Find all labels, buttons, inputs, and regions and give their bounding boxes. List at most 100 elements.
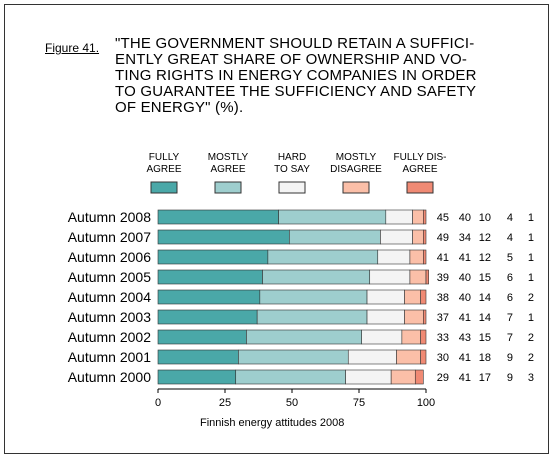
bar-segment xyxy=(404,289,421,305)
bar-segment xyxy=(423,229,427,245)
data-label: 40 xyxy=(459,272,471,284)
data-label: 43 xyxy=(459,332,471,344)
data-label: 9 xyxy=(507,352,513,364)
bar-segment xyxy=(377,249,411,265)
bar-segment xyxy=(412,209,424,225)
bar-segment xyxy=(157,209,279,225)
legend-label: MOSTLY xyxy=(336,152,377,163)
data-label: 2 xyxy=(528,332,534,344)
bar-segment xyxy=(157,309,258,325)
data-label: 41 xyxy=(459,372,471,384)
bar-segment xyxy=(409,249,424,265)
title-line: "THE GOVERNMENT SHOULD RETAIN A SUFFICI- xyxy=(115,35,475,52)
legend-swatch xyxy=(342,181,370,194)
legend-label: MOSTLY xyxy=(208,152,249,163)
legend-label: FULLY xyxy=(149,152,180,163)
category-label: Autumn 2002 xyxy=(68,329,151,345)
legend-label: AGREE xyxy=(210,164,245,175)
bar-segment xyxy=(157,229,290,245)
legend-label: AGREE xyxy=(146,164,181,175)
legend-swatch xyxy=(406,181,434,194)
chart-title: "THE GOVERNMENT SHOULD RETAIN A SUFFICI-… xyxy=(115,36,535,116)
title-line: TO GUARANTEE THE SUFFICIENCY AND SAFETY xyxy=(115,83,477,100)
bar-segment xyxy=(157,349,239,365)
data-label: 12 xyxy=(479,232,491,244)
x-tick-label: 75 xyxy=(353,397,365,409)
bar-segment xyxy=(390,369,416,385)
bar-segment xyxy=(423,209,427,225)
title-line: ENTLY GREAT SHARE OF OWNERSHIP AND VO- xyxy=(115,51,468,68)
bar-segment xyxy=(157,369,237,385)
legend-swatch xyxy=(150,181,178,194)
figure-label: Figure 41. xyxy=(45,41,100,55)
bar-segment xyxy=(409,269,427,285)
legend-swatch xyxy=(214,181,242,194)
data-label: 1 xyxy=(528,272,534,284)
data-label: 45 xyxy=(437,212,449,224)
bar-segment xyxy=(380,229,413,245)
data-label: 4 xyxy=(507,232,513,244)
data-label: 3 xyxy=(528,372,534,384)
bar-segment xyxy=(157,249,269,265)
category-label: Autumn 2007 xyxy=(68,229,151,245)
data-label: 7 xyxy=(507,312,513,324)
data-label: 6 xyxy=(507,292,513,304)
bar-segment xyxy=(235,369,346,385)
data-label: 49 xyxy=(437,232,449,244)
data-label: 40 xyxy=(459,212,471,224)
bar-segment xyxy=(423,309,427,325)
bar-segment xyxy=(425,269,429,285)
category-label: Autumn 2008 xyxy=(68,209,151,225)
bar-segment xyxy=(157,329,247,345)
legend-label: DISAGREE xyxy=(330,164,382,175)
figure-frame xyxy=(4,4,549,454)
category-label: Autumn 2005 xyxy=(68,269,151,285)
legend-label: AGREE xyxy=(402,164,437,175)
bar-segment xyxy=(347,349,397,365)
data-label: 29 xyxy=(437,372,449,384)
title-line: TING RIGHTS IN ENERGY COMPANIES IN ORDER xyxy=(115,67,477,84)
x-tick-label: 0 xyxy=(155,397,161,409)
bar-segment xyxy=(420,289,427,305)
data-label: 10 xyxy=(479,212,491,224)
bar-segment xyxy=(366,289,405,305)
legend-label: TO SAY xyxy=(274,164,310,175)
data-label: 1 xyxy=(528,312,534,324)
x-tick-label: 100 xyxy=(417,397,435,409)
bar-segment xyxy=(423,249,427,265)
category-label: Autumn 2006 xyxy=(68,249,151,265)
data-label: 12 xyxy=(479,252,491,264)
bar-segment xyxy=(412,229,424,245)
data-label: 41 xyxy=(459,312,471,324)
bar-segment xyxy=(420,329,427,345)
bar-segment xyxy=(259,289,368,305)
bar-segment xyxy=(289,229,381,245)
data-label: 41 xyxy=(437,252,449,264)
bar-segment xyxy=(385,209,413,225)
bar-segment xyxy=(267,249,379,265)
data-label: 40 xyxy=(459,292,471,304)
data-label: 1 xyxy=(528,252,534,264)
data-label: 1 xyxy=(528,212,534,224)
data-label: 34 xyxy=(459,232,471,244)
bar-segment xyxy=(345,369,392,385)
bar-segment xyxy=(157,269,263,285)
data-label: 14 xyxy=(479,312,491,324)
data-label: 2 xyxy=(528,292,534,304)
data-label: 5 xyxy=(507,252,513,264)
bar-segment xyxy=(396,349,421,365)
data-label: 4 xyxy=(507,212,513,224)
category-label: Autumn 2003 xyxy=(68,309,151,325)
data-label: 17 xyxy=(479,372,491,384)
bar-segment xyxy=(278,209,387,225)
data-label: 6 xyxy=(507,272,513,284)
x-tick-label: 50 xyxy=(286,397,298,409)
bar-segment xyxy=(414,369,424,385)
data-label: 7 xyxy=(507,332,513,344)
category-label: Autumn 2004 xyxy=(68,289,151,305)
data-label: 15 xyxy=(479,272,491,284)
data-label: 2 xyxy=(528,352,534,364)
data-label: 38 xyxy=(437,292,449,304)
data-label: 1 xyxy=(528,232,534,244)
